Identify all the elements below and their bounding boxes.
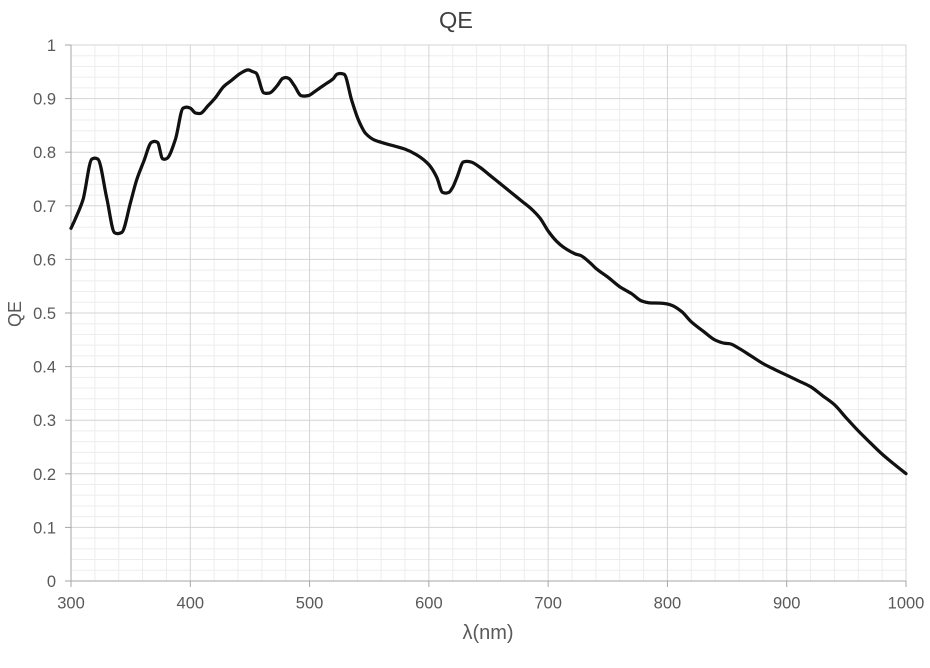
svg-text:700: 700 — [534, 595, 562, 613]
svg-text:λ(nm): λ(nm) — [462, 622, 513, 644]
svg-text:500: 500 — [296, 595, 324, 613]
svg-text:600: 600 — [415, 595, 443, 613]
svg-text:0.2: 0.2 — [33, 466, 56, 484]
svg-text:0: 0 — [47, 573, 56, 591]
svg-text:1000: 1000 — [888, 595, 925, 613]
svg-text:800: 800 — [654, 595, 682, 613]
svg-text:0.4: 0.4 — [33, 359, 56, 377]
svg-text:0.7: 0.7 — [33, 198, 56, 216]
svg-text:0.6: 0.6 — [33, 251, 56, 269]
svg-text:0.3: 0.3 — [33, 412, 56, 430]
svg-text:QE: QE — [439, 7, 473, 33]
svg-text:300: 300 — [57, 595, 85, 613]
svg-text:400: 400 — [177, 595, 205, 613]
svg-text:900: 900 — [773, 595, 801, 613]
svg-text:0.1: 0.1 — [33, 519, 56, 537]
svg-text:0.9: 0.9 — [33, 91, 56, 109]
svg-text:0.5: 0.5 — [33, 305, 56, 323]
svg-text:0.8: 0.8 — [33, 144, 56, 162]
svg-text:QE: QE — [5, 301, 25, 327]
svg-text:1: 1 — [47, 37, 56, 55]
